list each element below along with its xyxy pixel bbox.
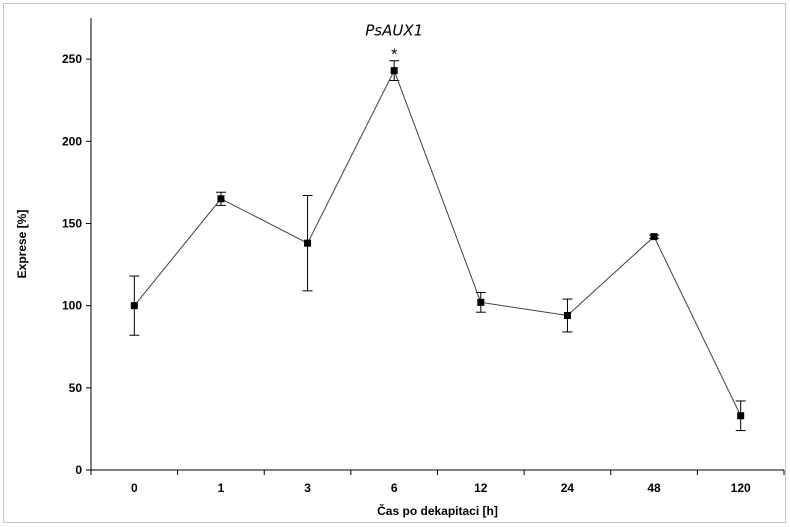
x-tick-label: 1 (218, 481, 225, 495)
y-tick-label: 0 (75, 463, 82, 477)
data-point (217, 195, 225, 203)
series-line (133, 69, 742, 416)
x-tick-label: 3 (304, 481, 311, 495)
chart-svg: 0 50 100 150 200 250 0 1 3 6 12 24 48 120 PsAUX1 * Č… (15, 18, 785, 518)
x-tick-label: 0 (131, 481, 138, 495)
x-tick-label: 48 (647, 481, 661, 495)
y-tick-label: 250 (62, 52, 82, 66)
error-bars (129, 60, 746, 432)
data-point (130, 302, 138, 310)
data-point (477, 298, 485, 306)
y-tick-label: 50 (69, 381, 83, 395)
data-points (130, 67, 745, 420)
y-tick-label: 200 (62, 134, 82, 148)
chart-frame: 0 50 100 150 200 250 0 1 3 6 12 24 48 120 PsAUX1 * Č… (3, 3, 786, 523)
y-ticks: 0 50 100 150 200 250 (62, 52, 91, 477)
y-tick-label: 150 (62, 216, 82, 230)
x-axis-title: Čas po dekapitaci [h] (377, 503, 498, 518)
significance-annotation: * (391, 47, 397, 64)
data-point (737, 412, 745, 420)
chart-title: PsAUX1 (365, 22, 423, 40)
series-lines (133, 69, 742, 416)
axes (90, 18, 784, 471)
x-ticks: 0 1 3 6 12 24 48 120 (90, 470, 785, 495)
x-tick-label: 24 (561, 481, 575, 495)
x-tick-label: 12 (474, 481, 488, 495)
data-point (390, 67, 398, 75)
y-axis-title: Exprese [%] (15, 210, 29, 279)
data-point (304, 239, 312, 247)
data-point (650, 233, 658, 241)
data-point (563, 311, 571, 319)
x-tick-label: 6 (391, 481, 398, 495)
x-tick-label: 120 (731, 481, 751, 495)
y-tick-label: 100 (62, 299, 82, 313)
